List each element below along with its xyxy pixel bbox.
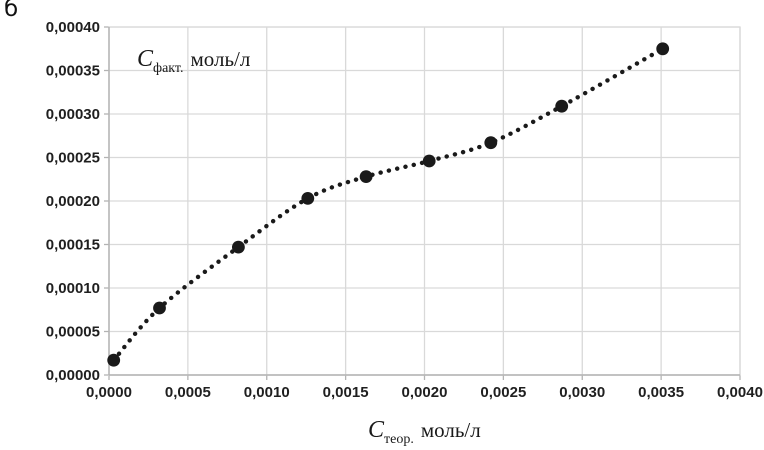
data-point bbox=[422, 154, 436, 168]
trendline-dotted bbox=[111, 46, 665, 363]
x-tick-label: 0,0000 bbox=[86, 384, 132, 401]
panel-label: б bbox=[4, 0, 19, 22]
x-tick-label: 0,0025 bbox=[480, 384, 526, 401]
y-tick-label: 0,00020 bbox=[46, 193, 100, 210]
y-tick-label: 0,00000 bbox=[46, 367, 100, 384]
data-point bbox=[153, 301, 166, 315]
y-tick-label: 0,00015 bbox=[46, 237, 100, 254]
data-point bbox=[484, 136, 498, 150]
data-point bbox=[301, 192, 315, 205]
y-axis-title: Cфакт. моль/л bbox=[137, 46, 250, 76]
x-tick-label: 0,0010 bbox=[244, 384, 290, 401]
y-tick-label: 0,00010 bbox=[46, 280, 100, 297]
x-tick-label: 0,0015 bbox=[323, 384, 369, 401]
y-tick-label: 0,00030 bbox=[46, 106, 100, 123]
data-point bbox=[232, 240, 245, 254]
y-tick-label: 0,00025 bbox=[46, 150, 100, 167]
x-tick-label: 0,0020 bbox=[402, 384, 448, 401]
data-point bbox=[555, 99, 569, 113]
data-point bbox=[359, 170, 373, 184]
y-tick-label: 0,00035 bbox=[46, 63, 100, 80]
data-point bbox=[107, 353, 121, 367]
x-tick-label: 0,0040 bbox=[717, 384, 763, 401]
x-axis-title: Cтеор. моль/л bbox=[368, 417, 481, 447]
x-tick-label: 0,0030 bbox=[559, 384, 605, 401]
y-tick-label: 0,00040 bbox=[46, 19, 100, 36]
x-tick-label: 0,0005 bbox=[165, 384, 211, 401]
y-tick-label: 0,00005 bbox=[46, 324, 100, 341]
data-point bbox=[656, 42, 670, 56]
x-tick-label: 0,0035 bbox=[638, 384, 684, 401]
